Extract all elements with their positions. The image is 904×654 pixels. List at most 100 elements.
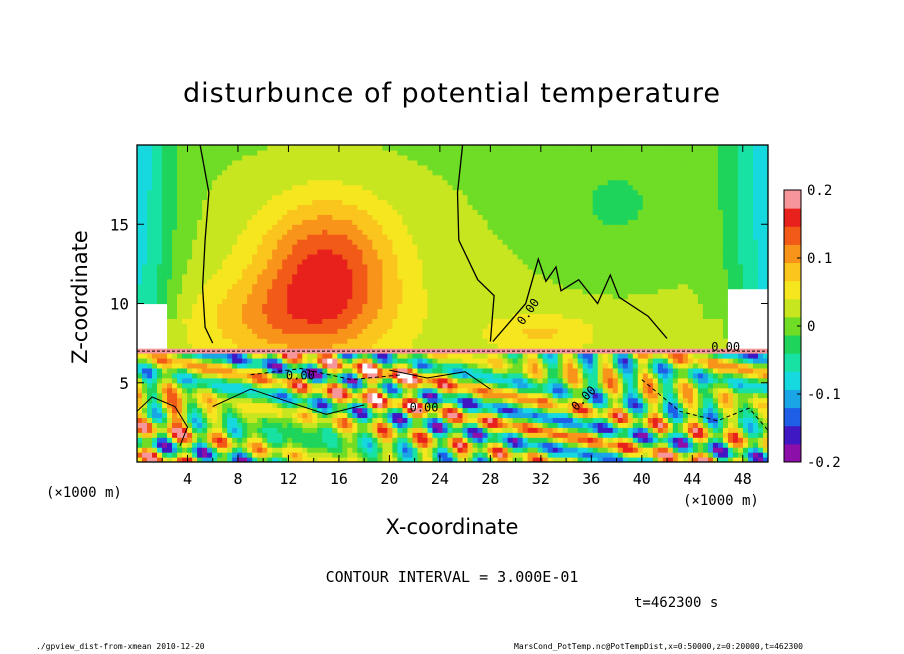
heatmap-cell — [362, 209, 368, 215]
heatmap-cell — [392, 338, 399, 344]
heatmap-cell — [367, 209, 373, 215]
heatmap-cell — [252, 169, 258, 176]
heatmap-cell — [422, 452, 429, 458]
heatmap-cell — [307, 224, 313, 230]
heatmap-cell — [482, 437, 489, 443]
heatmap-cell — [182, 328, 188, 334]
heatmap-cell — [162, 214, 168, 220]
heatmap-cell — [402, 288, 409, 295]
heatmap-cell — [282, 194, 288, 201]
heatmap-cell — [407, 422, 414, 428]
heatmap-cell — [172, 239, 178, 245]
heatmap-cell — [392, 333, 399, 339]
heatmap-cell — [317, 199, 323, 206]
heatmap-cell — [162, 328, 168, 334]
heatmap-cell — [197, 422, 203, 428]
heatmap-cell — [242, 372, 248, 379]
heatmap-cell — [462, 437, 469, 443]
heatmap-cell — [372, 412, 378, 419]
heatmap-cell — [182, 308, 188, 314]
heatmap-cell — [217, 209, 223, 215]
heatmap-cell — [157, 417, 163, 423]
heatmap-cell — [242, 199, 248, 206]
heatmap-cell — [262, 367, 268, 374]
heatmap-cell — [252, 189, 258, 196]
heatmap-cell — [262, 412, 268, 419]
heatmap-cell — [312, 372, 318, 379]
heatmap-cell — [507, 184, 514, 191]
heatmap-cell — [482, 169, 489, 176]
heatmap-cell — [327, 323, 333, 329]
heatmap-cell — [377, 249, 383, 255]
heatmap-cell — [417, 209, 424, 215]
heatmap-cell — [307, 303, 313, 310]
heatmap-cell — [307, 298, 313, 305]
heatmap-cell — [182, 174, 188, 181]
heatmap-cell — [142, 214, 148, 220]
heatmap-cell — [242, 249, 248, 255]
heatmap-cell — [497, 328, 504, 334]
heatmap-cell — [382, 229, 388, 235]
heatmap-cell — [452, 382, 459, 389]
heatmap-cell — [252, 377, 258, 384]
heatmap-cell — [322, 323, 328, 329]
heatmap-cell — [472, 204, 479, 210]
heatmap-cell — [442, 263, 449, 270]
heatmap-cell — [212, 323, 218, 329]
heatmap-cell — [502, 159, 509, 166]
heatmap-cell — [427, 244, 434, 250]
heatmap-cell — [287, 229, 293, 235]
heatmap-cell — [492, 194, 499, 201]
heatmap-cell — [237, 214, 243, 220]
heatmap-cell — [372, 333, 378, 339]
heatmap-cell — [517, 397, 524, 404]
heatmap-cell — [402, 392, 409, 399]
heatmap-cell — [457, 273, 464, 280]
heatmap-cell — [257, 149, 263, 156]
heatmap-cell — [472, 293, 479, 300]
heatmap-cell — [482, 244, 489, 250]
heatmap-cell — [332, 298, 338, 305]
heatmap-cell — [257, 427, 263, 433]
heatmap-cell — [417, 244, 424, 250]
heatmap-cell — [467, 338, 474, 344]
heatmap-cell — [492, 149, 499, 156]
heatmap-cell — [382, 427, 388, 433]
heatmap-cell — [207, 367, 213, 374]
heatmap-cell — [317, 174, 323, 181]
heatmap-cell — [407, 407, 414, 414]
heatmap-cell — [247, 323, 253, 329]
heatmap-cell — [502, 318, 509, 324]
heatmap-cell — [387, 229, 394, 235]
heatmap-cell — [172, 422, 178, 428]
heatmap-cell — [462, 447, 469, 453]
heatmap-cell — [347, 387, 353, 394]
heatmap-cell — [152, 164, 158, 171]
heatmap-cell — [197, 407, 203, 414]
heatmap-cell — [402, 145, 409, 151]
heatmap-cell — [287, 149, 293, 156]
heatmap-cell — [352, 283, 358, 290]
heatmap-cell — [277, 417, 283, 423]
heatmap-cell — [462, 174, 469, 181]
heatmap-cell — [212, 145, 218, 151]
heatmap-cell — [307, 174, 313, 181]
heatmap-cell — [237, 229, 243, 235]
heatmap-cell — [402, 422, 409, 428]
heatmap-cell — [487, 278, 494, 285]
heatmap-cell — [357, 159, 363, 166]
heatmap-cell — [497, 382, 504, 389]
heatmap-cell — [292, 268, 298, 275]
heatmap-cell — [457, 427, 464, 433]
heatmap-cell — [162, 397, 168, 404]
heatmap-cell — [422, 382, 429, 389]
heatmap-cell — [472, 303, 479, 310]
heatmap-cell — [242, 209, 248, 215]
heatmap-cell — [257, 343, 263, 349]
heatmap-cell — [452, 318, 459, 324]
heatmap-cell — [347, 333, 353, 339]
heatmap-cell — [397, 387, 404, 394]
heatmap-cell — [512, 298, 519, 305]
heatmap-cell — [202, 283, 208, 290]
heatmap-cell — [337, 263, 343, 270]
